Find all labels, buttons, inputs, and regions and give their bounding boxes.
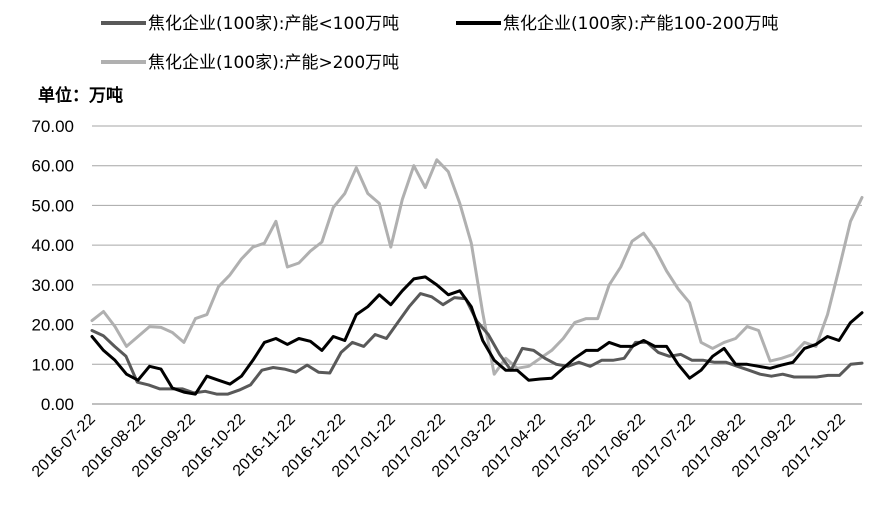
series-line-large-capacity [90,158,864,376]
legend-label-large: 焦化企业(100家):产能>200万吨 [148,53,399,73]
unit-label: 单位：万吨 [38,85,123,106]
y-tick-label: 40.00 [31,236,74,255]
legend: 焦化企业(100家):产能<100万吨 焦化企业(100家):产能100-200… [101,14,778,73]
y-axis-ticks: 0.00 10.00 20.00 30.00 40.00 50.00 60.00 70.00 [31,117,74,414]
legend-label-medium: 焦化企业(100家):产能100-200万吨 [503,14,778,34]
series-line-small-capacity [90,292,864,396]
y-tick-label: 70.00 [31,117,74,136]
y-tick-label: 10.00 [31,355,74,374]
y-tick-label: 0.00 [41,395,74,414]
x-axis-ticks: 2016-07-222016-08-222016-09-222016-10-22… [29,411,849,481]
y-tick-label: 50.00 [31,196,74,215]
y-tick-label: 20.00 [31,316,74,335]
legend-label-small: 焦化企业(100家):产能<100万吨 [148,14,399,34]
series-lines [90,158,864,396]
y-tick-label: 60.00 [31,157,74,176]
series-line-medium-capacity [90,275,864,396]
y-tick-label: 30.00 [31,276,74,295]
